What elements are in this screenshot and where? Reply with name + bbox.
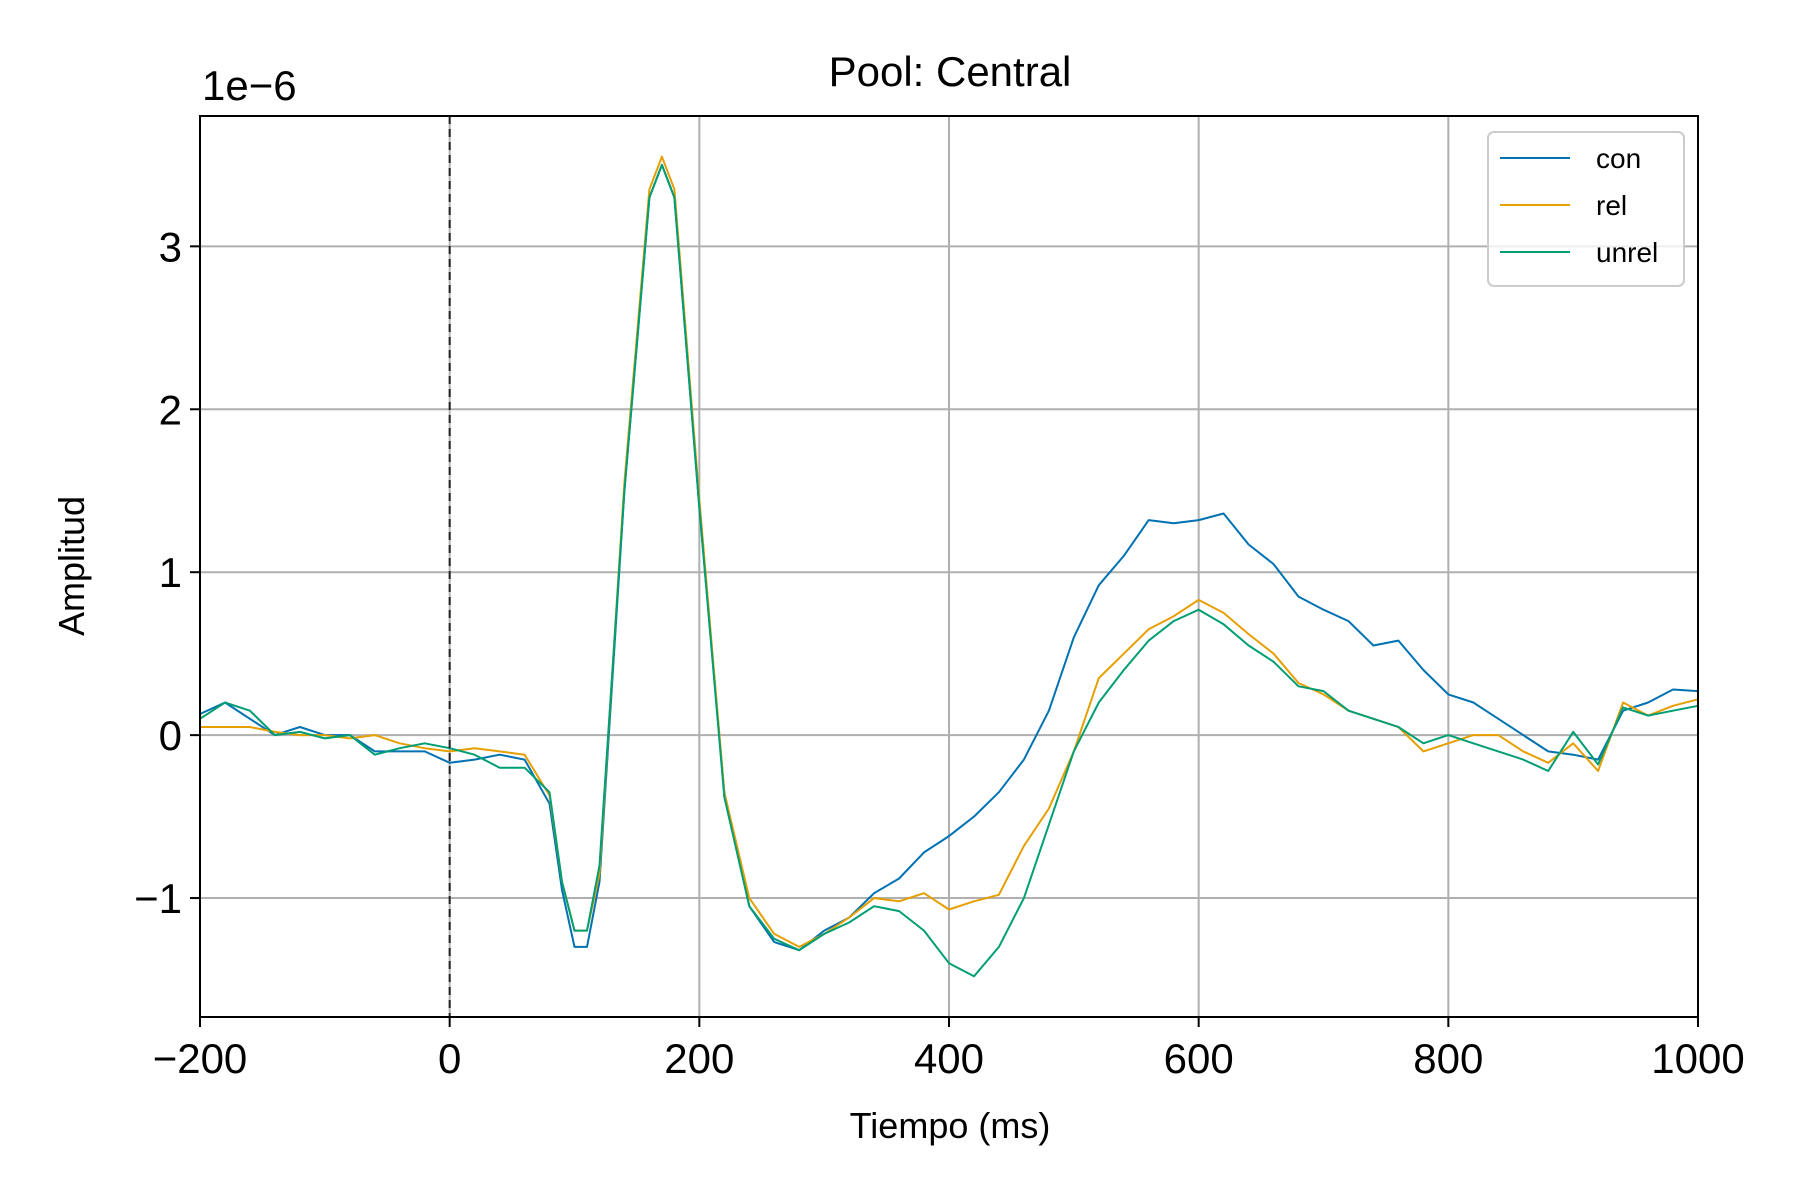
y-tick-label: 3 xyxy=(159,223,182,270)
chart-title: Pool: Central xyxy=(829,48,1072,95)
x-tick-label: 400 xyxy=(914,1035,984,1082)
grid-lines xyxy=(200,116,1698,1017)
series-lines xyxy=(199,155,1699,978)
legend-label-rel: rel xyxy=(1596,190,1627,221)
x-tick-label: 800 xyxy=(1413,1035,1483,1082)
legend-box xyxy=(1487,131,1685,287)
series-line-unrel xyxy=(199,163,1699,978)
y-tick-label: 1 xyxy=(159,549,182,596)
y-tick-label: 2 xyxy=(159,386,182,433)
legend: con rel unrel xyxy=(1487,131,1685,287)
x-tick-label: 0 xyxy=(438,1035,461,1082)
y-axis-ticks: −1 0 1 2 3 xyxy=(134,223,200,922)
series-line-con xyxy=(199,163,1699,952)
plot-frame xyxy=(199,115,1699,1018)
x-axis-ticks: −200 0 200 400 600 800 1000 xyxy=(153,1017,1745,1082)
x-tick-label: −200 xyxy=(153,1035,248,1082)
x-tick-label: 600 xyxy=(1164,1035,1234,1082)
y-axis-label: Amplitud xyxy=(51,496,92,636)
x-axis-label: Tiempo (ms) xyxy=(850,1105,1051,1146)
y-tick-label: 0 xyxy=(159,712,182,759)
x-tick-label: 1000 xyxy=(1651,1035,1744,1082)
y-tick-label: −1 xyxy=(134,875,182,922)
series-line-rel xyxy=(200,155,1699,948)
y-offset-label: 1e−6 xyxy=(202,62,297,109)
legend-label-unrel: unrel xyxy=(1596,237,1658,268)
legend-label-con: con xyxy=(1596,143,1641,174)
x-tick-label: 200 xyxy=(664,1035,734,1082)
